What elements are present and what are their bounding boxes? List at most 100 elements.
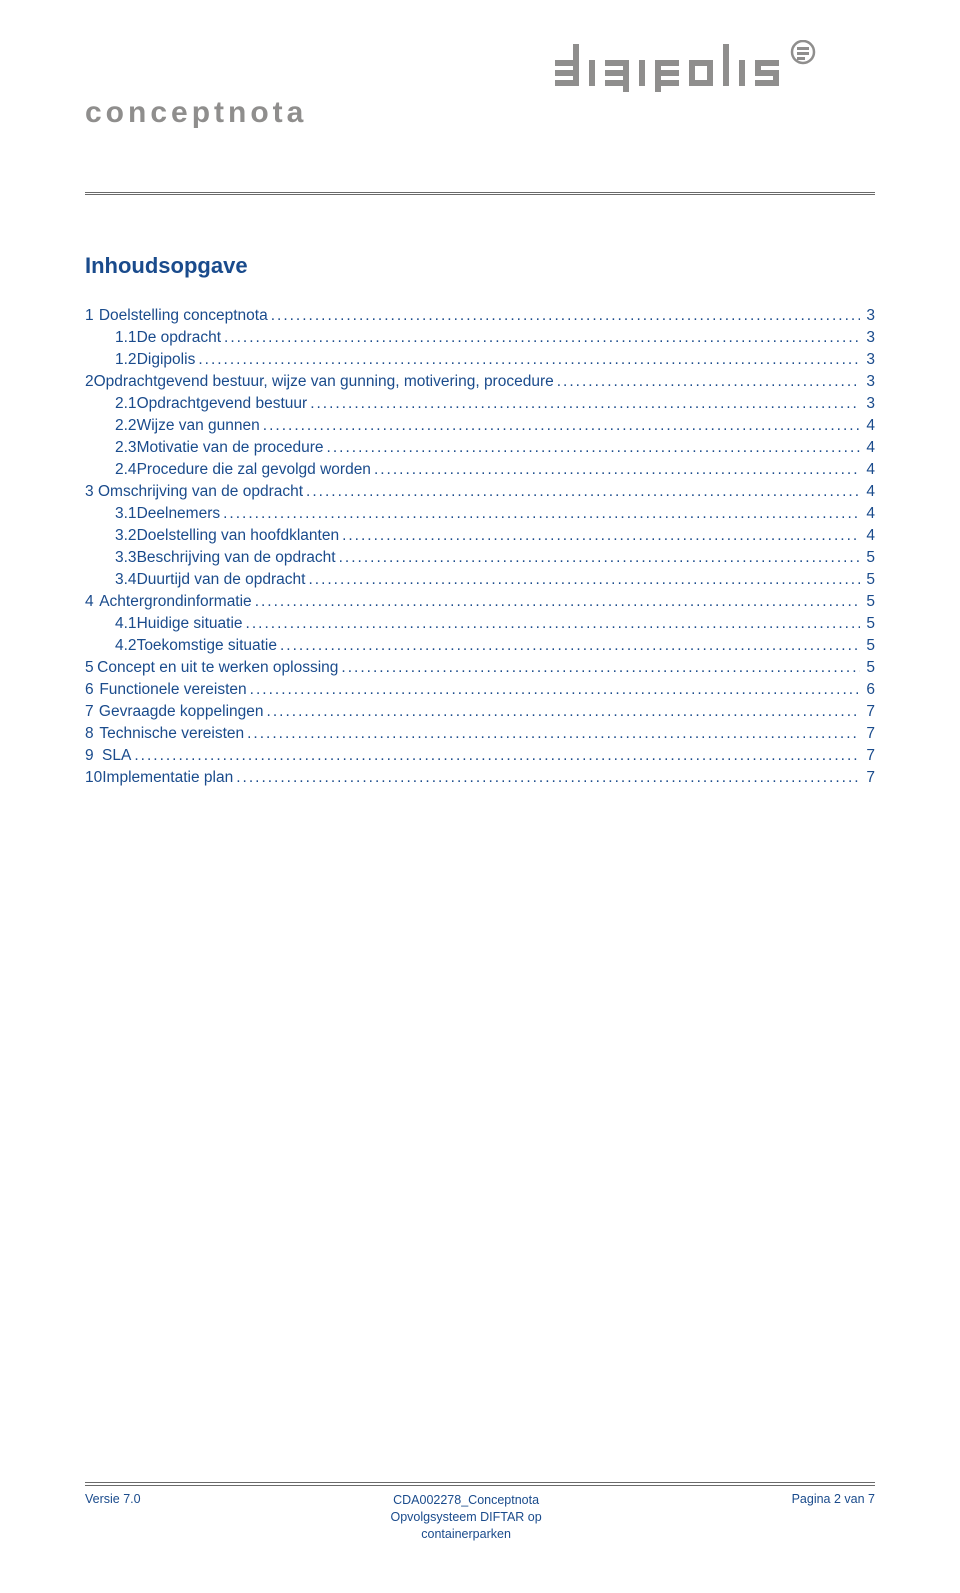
toc-entry-label: Digipolis [137, 349, 196, 371]
toc-entry-leader [247, 679, 861, 701]
toc-entry-leader [233, 767, 860, 789]
toc-entry-leader [339, 525, 860, 547]
toc-entry-leader [305, 569, 860, 591]
toc-entry-page: 7 [860, 723, 875, 745]
toc-entry-page: 5 [860, 547, 875, 569]
toc-entry-page: 4 [860, 415, 875, 437]
toc-entry-label: Achtergrondinformatie [99, 591, 252, 613]
toc-entry-number: 3.2 [115, 525, 137, 547]
toc-entry[interactable]: 4.2Toekomstige situatie 5 [85, 635, 875, 657]
toc-entry-leader [244, 723, 860, 745]
toc-entry-leader [371, 459, 860, 481]
toc-entry[interactable]: 3.1Deelnemers4 [85, 503, 875, 525]
toc-entry[interactable]: 1Doelstelling conceptnota3 [85, 305, 875, 327]
toc-entry-number: 1.2 [115, 349, 137, 371]
toc-entry-label: Deelnemers [137, 503, 221, 525]
footer-doc-id: CDA002278_Conceptnota Opvolgsysteem DIFT… [390, 1492, 541, 1543]
toc-entry[interactable]: 2.3Motivatie van de procedure4 [85, 437, 875, 459]
toc-entry-number: 3 [85, 481, 98, 503]
toc-entry-number: 5 [85, 657, 97, 679]
toc-entry[interactable]: 3.4Duurtijd van de opdracht5 [85, 569, 875, 591]
toc-entry[interactable]: 8Technische vereisten 7 [85, 723, 875, 745]
toc-entry[interactable]: 1.1De opdracht 3 [85, 327, 875, 349]
toc-entry[interactable]: 9SLA7 [85, 745, 875, 767]
toc-entry-label: Beschrijving van de opdracht [137, 547, 336, 569]
toc-entry-leader [554, 371, 861, 393]
toc-entry-leader [220, 503, 860, 525]
toc-entry-label: Doelstelling van hoofdklanten [137, 525, 340, 547]
toc-entry-label: Implementatie plan [102, 767, 233, 789]
toc-entry-number: 8 [85, 723, 99, 745]
toc-entry-page: 3 [860, 371, 875, 393]
footer-rule [85, 1482, 875, 1486]
toc-entry-number: 2.1 [115, 393, 137, 415]
page-header: conceptnota [85, 40, 875, 188]
toc-entry[interactable]: 3.2Doelstelling van hoofdklanten4 [85, 525, 875, 547]
toc-entry[interactable]: 7Gevraagde koppelingen7 [85, 701, 875, 723]
toc-entry-page: 4 [860, 481, 875, 503]
toc-entry-page: 6 [860, 679, 875, 701]
toc-entry-number: 1.1 [115, 327, 137, 349]
toc-entry-label: SLA [102, 745, 131, 767]
footer-center-1: CDA002278_Conceptnota [390, 1492, 541, 1509]
toc-entry-page: 7 [860, 767, 875, 789]
toc-entry-page: 5 [860, 635, 875, 657]
toc-entry-label: Duurtijd van de opdracht [137, 569, 306, 591]
toc-entry[interactable]: 10Implementatie plan 7 [85, 767, 875, 789]
toc-entry[interactable]: 3Omschrijving van de opdracht4 [85, 481, 875, 503]
toc-entry[interactable]: 4Achtergrondinformatie5 [85, 591, 875, 613]
toc-entry[interactable]: 3.3Beschrijving van de opdracht 5 [85, 547, 875, 569]
toc-entry-page: 3 [860, 327, 875, 349]
footer-center-2: Opvolgsysteem DIFTAR op [390, 1509, 541, 1526]
toc-entry[interactable]: 1.2Digipolis 3 [85, 349, 875, 371]
toc-entry-label: Wijze van gunnen [137, 415, 260, 437]
toc-entry[interactable]: 2Opdrachtgevend bestuur, wijze van gunni… [85, 371, 875, 393]
toc-entry-label: Gevraagde koppelingen [99, 701, 264, 723]
toc-entry[interactable]: 2.4Procedure die zal gevolgd worden4 [85, 459, 875, 481]
page-footer: Versie 7.0 CDA002278_Conceptnota Opvolgs… [85, 1482, 875, 1543]
toc-entry-leader [252, 591, 861, 613]
toc-entry-leader [131, 745, 860, 767]
toc-entry-label: Toekomstige situatie [137, 635, 277, 657]
toc-entry[interactable]: 4.1Huidige situatie 5 [85, 613, 875, 635]
toc-entry-page: 4 [860, 459, 875, 481]
page: conceptnota [0, 0, 960, 1593]
toc-entry-leader [303, 481, 860, 503]
toc-entry-number: 6 [85, 679, 99, 701]
toc-entry-leader [221, 327, 860, 349]
toc-entry-label: De opdracht [137, 327, 221, 349]
toc-entry-leader [277, 635, 860, 657]
toc-entry-number: 2.2 [115, 415, 137, 437]
toc-entry-number: 7 [85, 701, 99, 723]
toc-entry-label: Huidige situatie [137, 613, 243, 635]
toc-entry[interactable]: 6Functionele vereisten6 [85, 679, 875, 701]
toc-entry-number: 1 [85, 305, 99, 327]
toc-entry[interactable]: 2.1Opdrachtgevend bestuur3 [85, 393, 875, 415]
toc-entry-number: 3.3 [115, 547, 137, 569]
toc-entry-number: 2 [85, 371, 94, 393]
toc-entry-page: 3 [860, 349, 875, 371]
toc-entry-page: 7 [860, 701, 875, 723]
toc-entry-leader [243, 613, 861, 635]
toc-entry-number: 4.2 [115, 635, 137, 657]
toc-entry-page: 5 [860, 613, 875, 635]
toc-entry-label: Opdrachtgevend bestuur, wijze van gunnin… [94, 371, 554, 393]
toc-entry[interactable]: 2.2Wijze van gunnen 4 [85, 415, 875, 437]
digipolis-logo [555, 40, 875, 97]
toc-entry-leader [260, 415, 861, 437]
toc-entry-label: Technische vereisten [99, 723, 244, 745]
toc-entry-number: 3.1 [115, 503, 137, 525]
toc-entry-label: Concept en uit te werken oplossing [97, 657, 338, 679]
toc-entry-label: Doelstelling conceptnota [99, 305, 268, 327]
toc-entry-page: 3 [860, 393, 875, 415]
footer-page-number: Pagina 2 van 7 [792, 1492, 875, 1543]
document-type-label: conceptnota [85, 96, 307, 130]
toc-entry-number: 10 [85, 767, 102, 789]
toc-entry-number: 4.1 [115, 613, 137, 635]
toc-entry-leader [324, 437, 861, 459]
toc-entry-page: 5 [860, 657, 875, 679]
toc-entry-leader [195, 349, 860, 371]
table-of-contents: 1Doelstelling conceptnota31.1De opdracht… [85, 305, 875, 789]
toc-entry-number: 9 [85, 745, 102, 767]
toc-entry[interactable]: 5Concept en uit te werken oplossing5 [85, 657, 875, 679]
